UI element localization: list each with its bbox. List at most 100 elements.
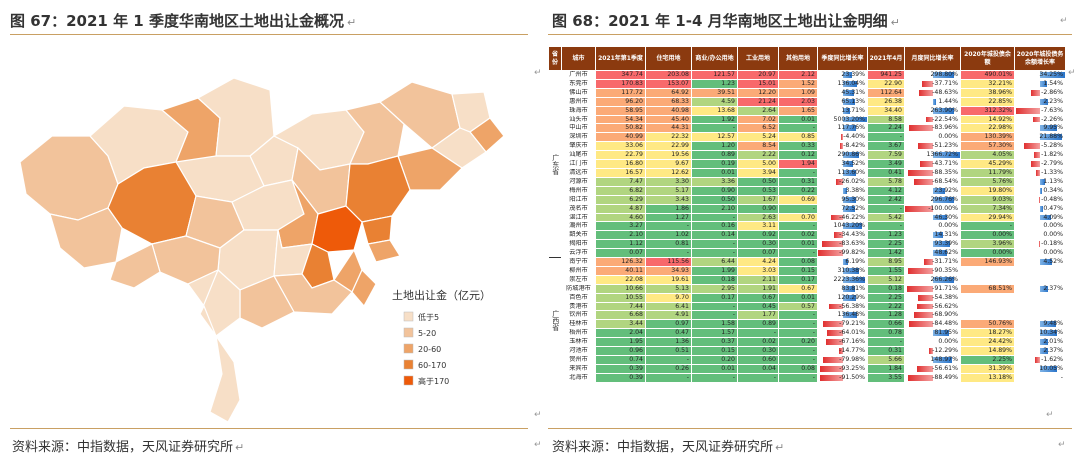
cell-value: 1.42 [888,249,902,257]
cell-value: 0.00% [1043,249,1063,257]
cell-value: 2.12 [801,71,815,78]
heat-cell: 0.02 [778,230,818,241]
figure-68-source: 资料来源：中指数据，天风证券研究所 ↵ [552,436,784,455]
cell-value: 清远市 [569,168,588,176]
growth-bar-cell: -100.00% [904,203,961,214]
growth-bar-cell: 1366.72% [904,150,961,161]
table-row: 桂林市 3.44 0.97 1.58 0.89 - -79.21% 0.66 -84.48% 50… [549,319,1065,330]
growth-bar-cell: -56.38% [817,301,868,312]
cell-value: -56.38% [839,302,865,310]
table-row: 广西省 南宁市 126.32 115.56 6.44 4.24 0.08 6.19% 8.95 -… [548,257,1065,383]
negative-bar [922,80,933,87]
growth-bar-cell: -31.71% [904,257,961,267]
cell-value: 1.99 [721,266,735,274]
cell-value: 38.96% [988,88,1012,96]
heat-cell: 2.42 [867,194,905,205]
figure-67-title-text: 图 67：2021 年 1 季度华南地区土地出让金概况 [10,12,344,30]
cell-value: 298.80% [930,71,958,78]
city-cell: 茂名市 [561,203,596,214]
cell-value: 29.94% [988,213,1012,221]
heat-cell: 0.78 [867,328,905,339]
heat-cell: - [691,248,738,259]
city-cell: 贺州市 [561,355,596,365]
growth-bar-cell: -34.43% [817,230,868,241]
heat-cell: 146.93% [960,257,1015,267]
cell-value: 钦州市 [569,311,588,319]
growth-bar-cell: -0.48% [1014,194,1065,205]
cell-value: 48.62% [934,249,958,257]
heat-cell: 34.93 [645,265,692,276]
heat-cell: 54.34 [595,114,646,125]
region-zhuhai [351,268,377,308]
cell-value: 115.56 [667,258,689,266]
positive-bar [932,98,936,105]
heat-cell: 0.90 [737,203,779,214]
cell-value: 136.04% [837,79,865,87]
heat-cell: 0.97 [645,319,692,330]
growth-bar-cell: -91.71% [904,283,961,294]
growth-bar-cell: 6.19% [817,257,868,267]
figure-68-title-text: 图 68：2021 年 1-4 月华南地区土地出让金明细 [552,12,888,30]
cell-value: 21.88% [1039,133,1063,141]
cell-value: 22.99 [671,142,689,150]
heat-cell: 0.08 [778,257,818,267]
cell-value: 0.89 [762,320,776,328]
heat-cell: 8.58 [867,114,905,125]
cell-value: 0.12 [801,151,815,159]
growth-bar-cell: 83.81% [817,283,868,294]
cell-value: - [812,311,815,319]
heat-cell: 50.76% [960,319,1015,330]
growth-bar-cell: 0.47% [1014,203,1065,214]
cell-value: 126.32 [621,258,643,266]
province-cell: 广西省 [548,257,562,383]
positive-bar [842,80,857,87]
growth-bar-cell: 4.09% [1014,212,1065,223]
cell-value: 64.92 [671,88,689,96]
heat-cell: 0.22 [778,185,818,196]
city-cell: 韶关市 [561,230,596,241]
cell-value: 6.29 [629,195,643,203]
heat-cell: 0.20 [691,355,738,365]
heat-cell: 0.53 [737,185,779,196]
heat-cell: 0.30 [737,346,779,356]
growth-bar-cell: 10.34% [1014,328,1065,339]
cell-value: 0.97 [675,320,689,328]
heat-cell: 3.03 [737,265,779,276]
growth-bar-cell: 45.31% [817,87,868,98]
heat-cell: 5.24 [737,132,779,143]
city-cell: 深圳市 [561,132,596,143]
source-rule-left [10,428,528,429]
cell-value: 1.20 [721,142,735,150]
heat-cell: 0.07 [595,248,646,259]
cell-value: 22.32 [671,133,689,141]
cell-value: 72.52% [841,204,865,212]
growth-bar-cell: -67.16% [817,337,868,348]
growth-bar-cell [1014,292,1065,303]
cell-value: 266.26% [930,275,958,283]
heat-cell: 121.57 [691,70,738,80]
cell-value: 0.30 [762,347,776,355]
cell-value: 来宾市 [569,364,588,372]
region-jiangmen [273,273,353,315]
cell-value: 汕尾市 [569,151,588,159]
cell-value: -93.25% [839,364,865,372]
growth-bar-cell: 0.00% [904,337,961,348]
cell-value: 2.24 [888,124,902,132]
cell-value: 南宁市 [569,258,588,266]
table-row: 珠海市 58.95 40.98 13.68 2.64 1.65 13.71% 34.40 263… [549,105,1065,116]
heat-cell: 40.99 [595,132,646,143]
growth-bar-cell: -54.38% [904,292,961,303]
table-row: 汕尾市 22.79 19.56 0.89 2.22 0.12 290.86% 7.59 1366… [549,150,1065,161]
legend-label-5: 高于170 [418,376,449,386]
heat-cell: 68.51% [960,283,1015,294]
cell-value: 0.00% [992,249,1012,257]
heat-cell: - [691,372,738,383]
cell-value: -79.98% [839,356,865,363]
figure-67-title: 图 67：2021 年 1 季度华南地区土地出让金概况 ↵ [10,10,356,31]
heat-cell: 4.87 [595,203,646,214]
heat-cell: - [691,239,738,250]
heat-cell: 3.94 [737,167,779,178]
cell-value: 阳江市 [569,195,588,203]
negative-bar [1031,89,1040,96]
cell-value: 18.27% [988,329,1012,337]
